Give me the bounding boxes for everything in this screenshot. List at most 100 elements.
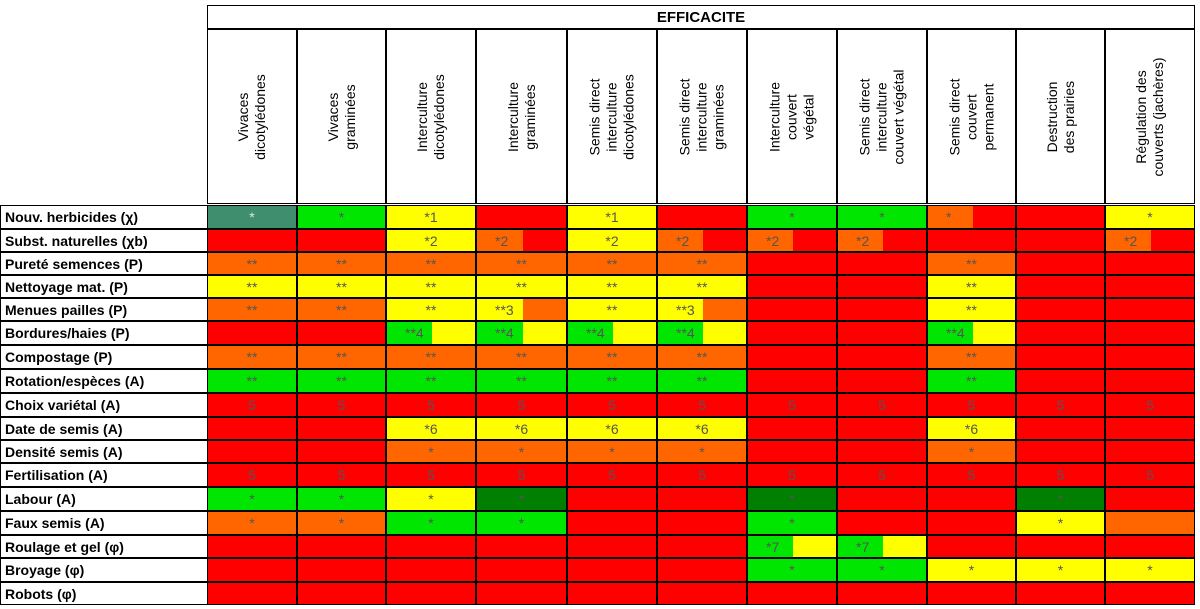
table-cell: ** bbox=[207, 275, 297, 298]
cell-value: * bbox=[789, 209, 795, 225]
cell-secondary-fill bbox=[703, 299, 746, 320]
table-cell: 5 bbox=[207, 463, 297, 487]
cell-value: ** bbox=[606, 301, 618, 318]
cell-value: ** bbox=[966, 278, 977, 295]
table-cell: ** bbox=[476, 345, 567, 369]
table-cell: *6 bbox=[657, 417, 747, 440]
column-header-label: Vivaces graminées bbox=[324, 83, 358, 150]
cell-value: *6 bbox=[514, 420, 529, 437]
table-cell: *1 bbox=[386, 205, 476, 229]
table-cell: * bbox=[476, 487, 567, 511]
table-cell bbox=[927, 511, 1016, 535]
table-cell bbox=[297, 229, 386, 252]
table-cell: * bbox=[837, 558, 927, 582]
table-cell: * bbox=[1016, 558, 1105, 582]
cell-value: 5 bbox=[248, 397, 256, 413]
table-cell: 5 bbox=[1016, 393, 1105, 417]
table-cell: ** bbox=[386, 252, 476, 275]
column-header: Interculture dicotylédones bbox=[386, 29, 476, 204]
cell-secondary-fill bbox=[1151, 230, 1194, 251]
table-cell bbox=[476, 582, 567, 605]
table-cell bbox=[1016, 298, 1105, 321]
row-label: Nouv. herbicides (χ) bbox=[0, 205, 207, 229]
cell-value: ** bbox=[246, 373, 258, 389]
table-cell: * bbox=[476, 440, 567, 463]
cell-value: ** bbox=[246, 255, 258, 272]
cell-value: **4 bbox=[405, 325, 424, 341]
cell-value: * bbox=[609, 443, 615, 460]
cell-value: **4 bbox=[586, 325, 605, 341]
table-cell bbox=[297, 558, 386, 582]
table-cell: * bbox=[386, 440, 476, 463]
cell-value: 5 bbox=[1056, 467, 1065, 483]
table-cell: 5 bbox=[297, 463, 386, 487]
table-cell bbox=[1016, 252, 1105, 275]
table-cell: ** bbox=[567, 345, 657, 369]
cell-value: ** bbox=[516, 278, 527, 295]
table-cell: **4 bbox=[927, 321, 1016, 345]
cell-value: * bbox=[428, 443, 434, 460]
cell-value: * bbox=[249, 491, 255, 507]
table-cell: 5 bbox=[747, 393, 837, 417]
table-cell bbox=[1016, 535, 1105, 558]
table-cell bbox=[657, 511, 747, 535]
cell-value: * bbox=[338, 515, 345, 531]
table-cell: ** bbox=[297, 275, 386, 298]
cell-value: **3 bbox=[676, 301, 695, 318]
table-cell: * bbox=[207, 487, 297, 511]
table-cell bbox=[1105, 275, 1195, 298]
column-header-label: Interculture graminées bbox=[504, 81, 538, 152]
table-cell bbox=[1105, 345, 1195, 369]
table-cell bbox=[837, 298, 927, 321]
cell-secondary-fill bbox=[523, 299, 566, 320]
cell-value: *6 bbox=[424, 420, 438, 437]
cell-value: ** bbox=[336, 255, 347, 272]
table-cell bbox=[747, 252, 837, 275]
cell-secondary-fill bbox=[973, 206, 1015, 228]
table-cell bbox=[207, 535, 297, 558]
table-cell: 5 bbox=[927, 393, 1016, 417]
table-cell: * bbox=[837, 205, 927, 229]
column-header: Vivaces graminées bbox=[297, 29, 386, 204]
column-header: Interculture couvert végétal bbox=[747, 29, 837, 204]
cell-value: *2 bbox=[676, 232, 690, 249]
table-cell: *2 bbox=[386, 229, 476, 252]
table-cell: **4 bbox=[657, 321, 747, 345]
cell-value: **3 bbox=[495, 301, 514, 318]
cell-secondary-fill bbox=[523, 230, 566, 251]
cell-value: 5 bbox=[517, 397, 526, 413]
table-cell: * bbox=[927, 558, 1016, 582]
row-label: Rotation/espèces (A) bbox=[0, 369, 207, 393]
cell-value: ** bbox=[336, 278, 347, 295]
column-header-label: Semis direct interculture dicotylédones bbox=[586, 73, 637, 160]
column-header-label: Interculture dicotylédones bbox=[414, 73, 447, 160]
cell-value: * bbox=[1147, 562, 1153, 578]
cell-value: * bbox=[249, 515, 255, 531]
table-cell bbox=[1105, 440, 1195, 463]
cell-value: *1 bbox=[424, 209, 438, 225]
table-cell bbox=[297, 440, 386, 463]
table-cell bbox=[657, 535, 747, 558]
table-cell bbox=[747, 298, 837, 321]
cell-value: ** bbox=[966, 373, 977, 389]
row-label: Pureté semences (P) bbox=[0, 252, 207, 275]
cell-value: *6 bbox=[605, 420, 619, 437]
row-label: Menues pailles (P) bbox=[0, 298, 207, 321]
cell-value: **4 bbox=[676, 325, 695, 341]
table-cell bbox=[837, 582, 927, 605]
cell-value: *7 bbox=[856, 538, 870, 555]
column-header: Régulation des couverts (jachères) bbox=[1105, 29, 1195, 204]
table-cell bbox=[1016, 417, 1105, 440]
table-cell: *7 bbox=[747, 535, 837, 558]
table-cell: * bbox=[297, 205, 386, 229]
cell-value: *2 bbox=[1124, 232, 1138, 249]
table-cell bbox=[1016, 345, 1105, 369]
cell-value: 5 bbox=[878, 467, 886, 483]
table-cell bbox=[927, 487, 1016, 511]
cell-secondary-fill bbox=[703, 230, 746, 251]
table-cell: *6 bbox=[567, 417, 657, 440]
table-cell: ** bbox=[657, 345, 747, 369]
cell-value: *2 bbox=[495, 232, 509, 249]
cell-value: 5 bbox=[427, 467, 435, 483]
table-cell: 5 bbox=[657, 463, 747, 487]
